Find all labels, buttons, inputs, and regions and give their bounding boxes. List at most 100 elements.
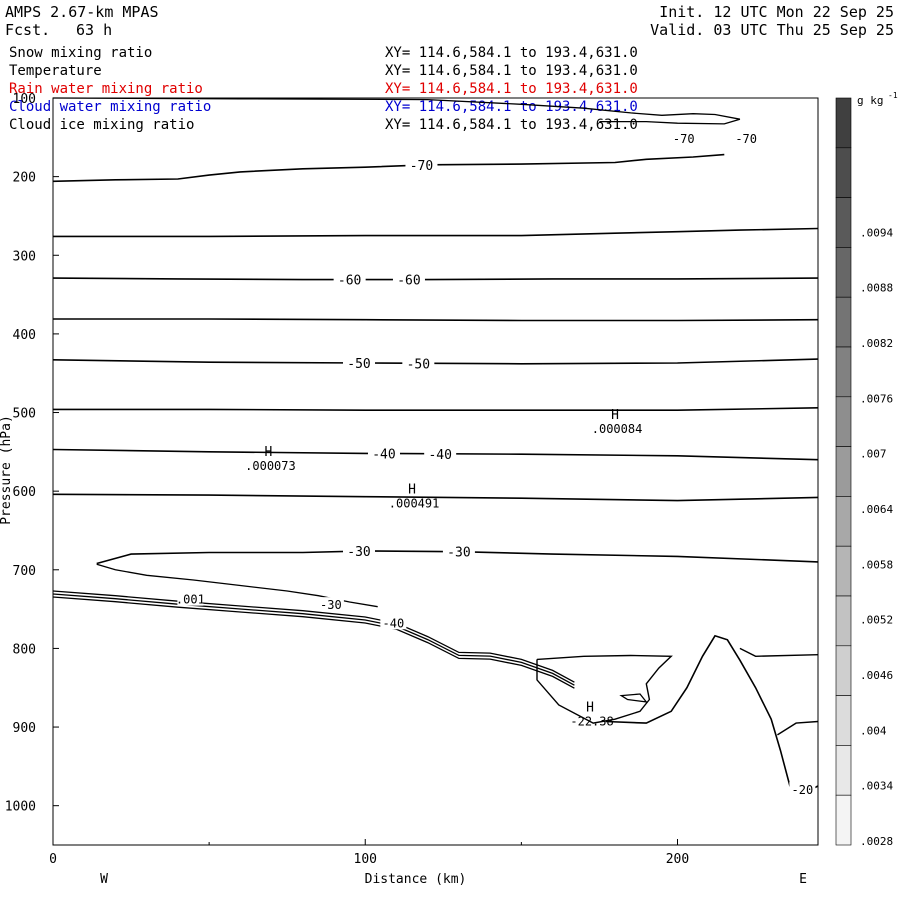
field-xy-range: XY= 114.6,584.1 to 193.4,631.0 <box>385 45 638 61</box>
extremum-value: -22.38 <box>570 714 613 728</box>
colorbar-segment <box>835 745 852 796</box>
direction-west: W <box>100 872 108 887</box>
colorbar-label: .0046 <box>860 669 893 682</box>
isotherm-line <box>53 227 819 238</box>
extremum-value: .000073 <box>245 459 296 473</box>
contour-label-bg <box>333 271 366 287</box>
field-name: Temperature <box>9 63 102 79</box>
closed-contour-line <box>536 654 673 724</box>
extremum-marker: H <box>586 700 594 715</box>
colorbar-segment <box>835 396 852 447</box>
extremum-value: .000084 <box>592 422 643 436</box>
y-axis-label: Pressure (hPa) <box>0 415 14 525</box>
colorbar-label: .0064 <box>860 503 893 516</box>
extremum-marker: H <box>265 445 273 460</box>
colorbar-segment <box>835 147 852 198</box>
contour-label: -50 <box>407 357 430 372</box>
contour-label-bg <box>367 445 400 461</box>
contour-annotation: -70 <box>735 132 757 146</box>
colorbar-label: .0028 <box>860 835 893 848</box>
x-tick-label: 100 <box>354 852 377 867</box>
colorbar-label: .0082 <box>860 337 893 350</box>
annotation-bg <box>789 781 816 796</box>
field-name: Cloud ice mixing ratio <box>9 117 195 133</box>
colorbar-label: .0052 <box>860 614 893 627</box>
y-tick-label: 100 <box>13 92 36 107</box>
y-tick-label: 200 <box>13 171 36 186</box>
valid-time: Valid. 03 UTC Thu 25 Sep 25 <box>650 21 894 39</box>
contour-annotation: -20 <box>792 783 814 797</box>
colorbar-segment <box>835 197 852 248</box>
isotherm-line <box>52 493 819 502</box>
y-tick-label: 500 <box>13 407 36 422</box>
annotation-bg <box>380 615 407 630</box>
field-xy-range: XY= 114.6,584.1 to 193.4,631.0 <box>385 81 638 97</box>
contour-label: -50 <box>347 357 370 372</box>
forecast-label: Fcst. <box>5 21 51 39</box>
contour-annotation: -30 <box>320 598 342 612</box>
colorbar-label: .007 <box>860 448 887 461</box>
y-tick-label: 400 <box>13 328 36 343</box>
isotherm-line <box>52 358 819 365</box>
colorbar-segment <box>835 296 852 348</box>
contour-label: -40 <box>428 448 451 463</box>
extremum-marker: H <box>408 483 416 498</box>
forecast-hours: 63 h <box>76 21 113 39</box>
annotation-bg <box>317 597 344 612</box>
surface-contour-line <box>52 590 575 683</box>
field-xy-range: XY= 114.6,584.1 to 193.4,631.0 <box>385 63 638 79</box>
y-tick-label: 600 <box>13 485 36 500</box>
y-tick-label: 300 <box>13 249 36 264</box>
colorbar-segment <box>835 247 852 298</box>
contour-label-bg <box>343 354 375 370</box>
contour-annotation: .001 <box>176 593 205 607</box>
contour-label: -30 <box>347 545 370 560</box>
y-tick-label: 900 <box>13 721 36 736</box>
y-tick-label: 1000 <box>5 800 36 815</box>
colorbar-unit-exponent: -1 <box>888 91 898 100</box>
y-tick-label: 700 <box>13 564 36 579</box>
colorbar-label: .004 <box>860 724 887 737</box>
contour-label: -60 <box>338 274 361 289</box>
terrain-contour-line <box>777 720 819 736</box>
colorbar-segment <box>835 794 852 846</box>
x-axis-label: Distance (km) <box>365 872 467 887</box>
upper-contour-line <box>52 97 741 125</box>
isotherm-line <box>52 153 725 183</box>
colorbar-segment <box>835 97 852 149</box>
colorbar-label: .0058 <box>860 558 893 571</box>
colorbar-segment <box>835 595 852 647</box>
isotherm-line <box>53 318 819 322</box>
terrain-contour-line <box>605 634 819 795</box>
contour-label: -40 <box>372 448 395 463</box>
colorbar-segment <box>835 545 852 597</box>
init-time: Init. 12 UTC Mon 22 Sep 25 <box>659 3 894 21</box>
direction-east: E <box>799 872 807 887</box>
isotherm-line <box>53 407 819 411</box>
contour-label: -60 <box>397 274 420 289</box>
colorbar-unit: g kg <box>857 94 884 107</box>
contour-label-bg <box>424 445 457 461</box>
contour-label: -70 <box>410 159 433 174</box>
colorbar-label: .0088 <box>860 282 893 295</box>
contour-label: -30 <box>447 546 470 561</box>
colorbar-label: .0034 <box>860 780 893 793</box>
contour-label-bg <box>402 355 435 371</box>
annotation-bg <box>670 130 697 145</box>
annotation-bg <box>733 130 760 145</box>
colorbar-segment <box>835 496 852 547</box>
contour-label-bg <box>442 543 475 559</box>
colorbar-segment <box>835 645 852 696</box>
surface-contour-line <box>52 596 575 689</box>
isotherm-line <box>52 277 819 281</box>
contour-annotation: -40 <box>383 616 405 630</box>
colorbar-segment <box>835 346 852 398</box>
y-tick-label: 800 <box>13 642 36 657</box>
colorbar-label: .0076 <box>860 392 893 405</box>
model-title: AMPS 2.67-km MPAS <box>5 3 159 21</box>
colorbar-label: .0094 <box>860 226 893 239</box>
x-tick-label: 0 <box>49 852 57 867</box>
colorbar-segment <box>835 446 852 497</box>
terrain-contour-line <box>739 647 819 658</box>
